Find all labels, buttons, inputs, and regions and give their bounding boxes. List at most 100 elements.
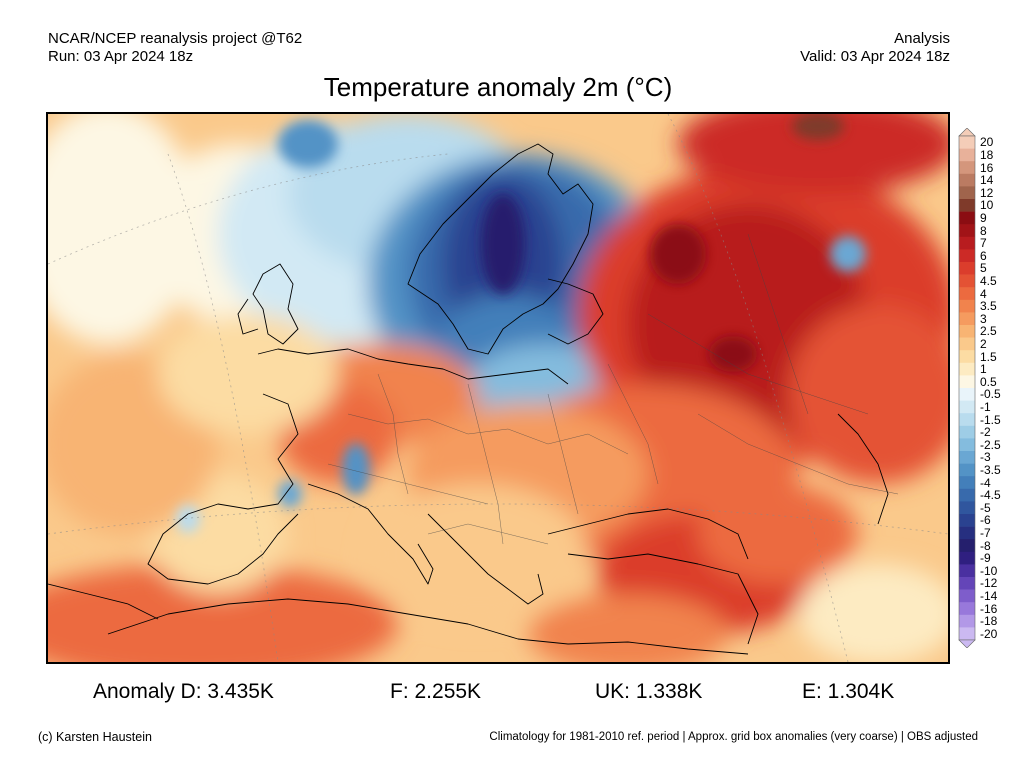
- colorbar-label: 8: [980, 223, 987, 238]
- colorbar-label: -4.5: [980, 488, 1001, 503]
- colorbar-swatch: [959, 488, 975, 502]
- colorbar-label: 9: [980, 210, 987, 225]
- colorbar-swatch: [959, 224, 975, 238]
- colorbar-label: -14: [980, 588, 998, 603]
- colorbar-label: 16: [980, 160, 994, 175]
- colorbar-label: -5: [980, 500, 991, 515]
- colorbar-swatch: [959, 463, 975, 477]
- colorbar-swatch: [959, 299, 975, 313]
- colorbar: 20 18 16 14 12 10 9 8 7 6 5 4.5 4 3.5 3 2.5 2 1.5 1 0.5 -0.5…: [956, 128, 1024, 648]
- colorbar-swatch: [959, 589, 975, 603]
- graticule: [48, 114, 948, 662]
- copyright: (c) Karsten Haustein: [38, 730, 152, 744]
- header-right: Analysis Valid: 03 Apr 2024 18z: [800, 30, 950, 66]
- colorbar-swatch: [959, 236, 975, 250]
- colorbar-swatch: [959, 375, 975, 389]
- colorbar-swatch: [959, 564, 975, 578]
- source-label: NCAR/NCEP reanalysis project @T62: [48, 30, 303, 47]
- colorbar-swatch: [959, 425, 975, 439]
- colorbar-label: 2.5: [980, 324, 997, 339]
- colorbar-bottom-arrow: [958, 639, 976, 648]
- colorbar-swatch: [959, 438, 975, 452]
- valid-label: Valid: 03 Apr 2024 18z: [800, 48, 950, 65]
- colorbar-label: -8: [980, 538, 991, 553]
- colorbar-swatch: [959, 211, 975, 225]
- colorbar-label: 18: [980, 147, 994, 162]
- colorbar-swatch: [959, 526, 975, 540]
- colorbar-swatch: [959, 337, 975, 351]
- colorbar-label: -6: [980, 513, 991, 528]
- colorbar-swatch: [959, 173, 975, 187]
- colorbar-label: -3.5: [980, 462, 1001, 477]
- colorbar-swatch: [959, 325, 975, 338]
- colorbar-swatch: [959, 262, 975, 275]
- colorbar-label: -0.5: [980, 387, 1001, 402]
- map-title: Temperature anomaly 2m (°C): [323, 72, 673, 102]
- stat-e: E: 1.304K: [802, 680, 895, 703]
- stat-f: F: 2.255K: [390, 680, 482, 703]
- colorbar-top-arrow: [958, 128, 976, 137]
- colorbar-swatch: [959, 577, 975, 590]
- colorbar-swatch: [959, 350, 975, 364]
- borders: [327, 233, 899, 545]
- colorbar-label: -2: [980, 425, 991, 440]
- colorbar-swatch: [959, 362, 975, 376]
- colorbar-label: 10: [980, 198, 994, 213]
- colorbar-swatch: [959, 551, 975, 565]
- colorbar-swatch: [959, 136, 975, 149]
- colorbar-label: -7: [980, 525, 991, 540]
- colorbar-label: -18: [980, 614, 998, 629]
- colorbar-label: 0.5: [980, 374, 997, 389]
- colorbar-swatch: [959, 388, 975, 401]
- colorbar-label: 20: [980, 135, 994, 150]
- colorbar-label: 4.5: [980, 273, 997, 288]
- colorbar-label: -9: [980, 551, 991, 566]
- colorbar-label: 1.5: [980, 349, 997, 364]
- colorbar-label: -2.5: [980, 437, 1001, 452]
- colorbar-label: -10: [980, 563, 998, 578]
- colorbar-label: 1: [980, 362, 987, 377]
- colorbar-label: 3.5: [980, 299, 997, 314]
- colorbar-swatch: [959, 602, 975, 616]
- colorbar-swatch: [959, 614, 975, 628]
- colorbar-swatch: [959, 287, 975, 301]
- colorbar-swatch: [959, 514, 975, 527]
- colorbar-swatch: [959, 312, 975, 326]
- colorbar-label: 3: [980, 311, 987, 326]
- colorbar-swatches: [958, 128, 976, 648]
- colorbar-label: -1: [980, 399, 991, 414]
- colorbar-label: -3: [980, 450, 991, 465]
- colorbar-swatch: [959, 274, 975, 288]
- analysis-label: Analysis: [894, 30, 950, 47]
- run-label: Run: 03 Apr 2024 18z: [48, 48, 194, 65]
- colorbar-swatch: [959, 400, 975, 414]
- colorbar-label: -1.5: [980, 412, 1001, 427]
- colorbar-swatch: [959, 501, 975, 515]
- anomaly-field: [48, 114, 948, 662]
- colorbar-swatch: [959, 186, 975, 200]
- colorbar-swatch: [959, 451, 975, 464]
- colorbar-swatch: [959, 148, 975, 162]
- colorbar-label: 4: [980, 286, 987, 301]
- colorbar-label: -4: [980, 475, 991, 490]
- colorbar-label: -20: [980, 626, 998, 641]
- colorbar-label: -12: [980, 576, 998, 591]
- colorbar-swatch: [959, 199, 975, 212]
- colorbar-label: 2: [980, 336, 987, 351]
- colorbar-swatch: [959, 476, 975, 490]
- colorbar-swatch: [959, 539, 975, 553]
- colorbar-swatch: [959, 249, 975, 263]
- anomaly-map: [46, 112, 950, 664]
- colorbar-label: 5: [980, 261, 987, 276]
- colorbar-label: 12: [980, 185, 994, 200]
- colorbar-label: 14: [980, 173, 994, 188]
- colorbar-swatch: [959, 161, 975, 175]
- coastlines: [48, 143, 889, 655]
- header-left: NCAR/NCEP reanalysis project @T62 Run: 0…: [48, 30, 302, 66]
- climatology-note: Climatology for 1981-2010 ref. period | …: [489, 731, 978, 743]
- anomaly-stats: Anomaly D: 3.435K F: 2.255K UK: 1.338K E…: [0, 680, 1024, 706]
- colorbar-label: 7: [980, 236, 987, 251]
- colorbar-swatch: [959, 413, 975, 427]
- stat-uk: UK: 1.338K: [595, 680, 703, 703]
- colorbar-label: -16: [980, 601, 998, 616]
